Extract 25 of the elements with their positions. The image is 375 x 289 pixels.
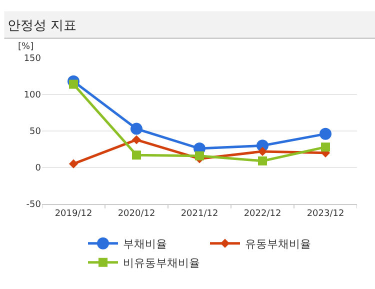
legend-label: 유동부채비율 xyxy=(245,238,311,251)
point xyxy=(258,146,268,156)
y-tick-label: 0 xyxy=(35,164,42,174)
y-tick-label: -50 xyxy=(26,200,42,210)
point xyxy=(69,80,78,89)
point xyxy=(320,128,332,140)
legend-label: 비유동부채비율 xyxy=(123,256,200,270)
x-tick-label: 2020/12 xyxy=(118,208,156,219)
x-tick-label: 2019/12 xyxy=(54,208,92,219)
legend-label: 부채비율 xyxy=(123,238,167,251)
x-tick-label: 2022/12 xyxy=(244,208,282,219)
x-tick-label: 2023/12 xyxy=(306,208,344,219)
point xyxy=(195,151,204,160)
chart-title: 안정성 지표 xyxy=(8,18,77,34)
point xyxy=(130,122,142,135)
point xyxy=(68,159,78,168)
y-tick-label: 100 xyxy=(24,90,42,101)
point xyxy=(258,156,267,166)
point xyxy=(132,135,142,144)
point xyxy=(321,142,330,152)
point xyxy=(132,150,141,160)
y-tick-label: 50 xyxy=(30,127,42,138)
x-tick-label: 2021/12 xyxy=(180,208,218,219)
y-axis-title: [%] xyxy=(18,42,34,52)
y-tick-label: 150 xyxy=(24,54,42,64)
